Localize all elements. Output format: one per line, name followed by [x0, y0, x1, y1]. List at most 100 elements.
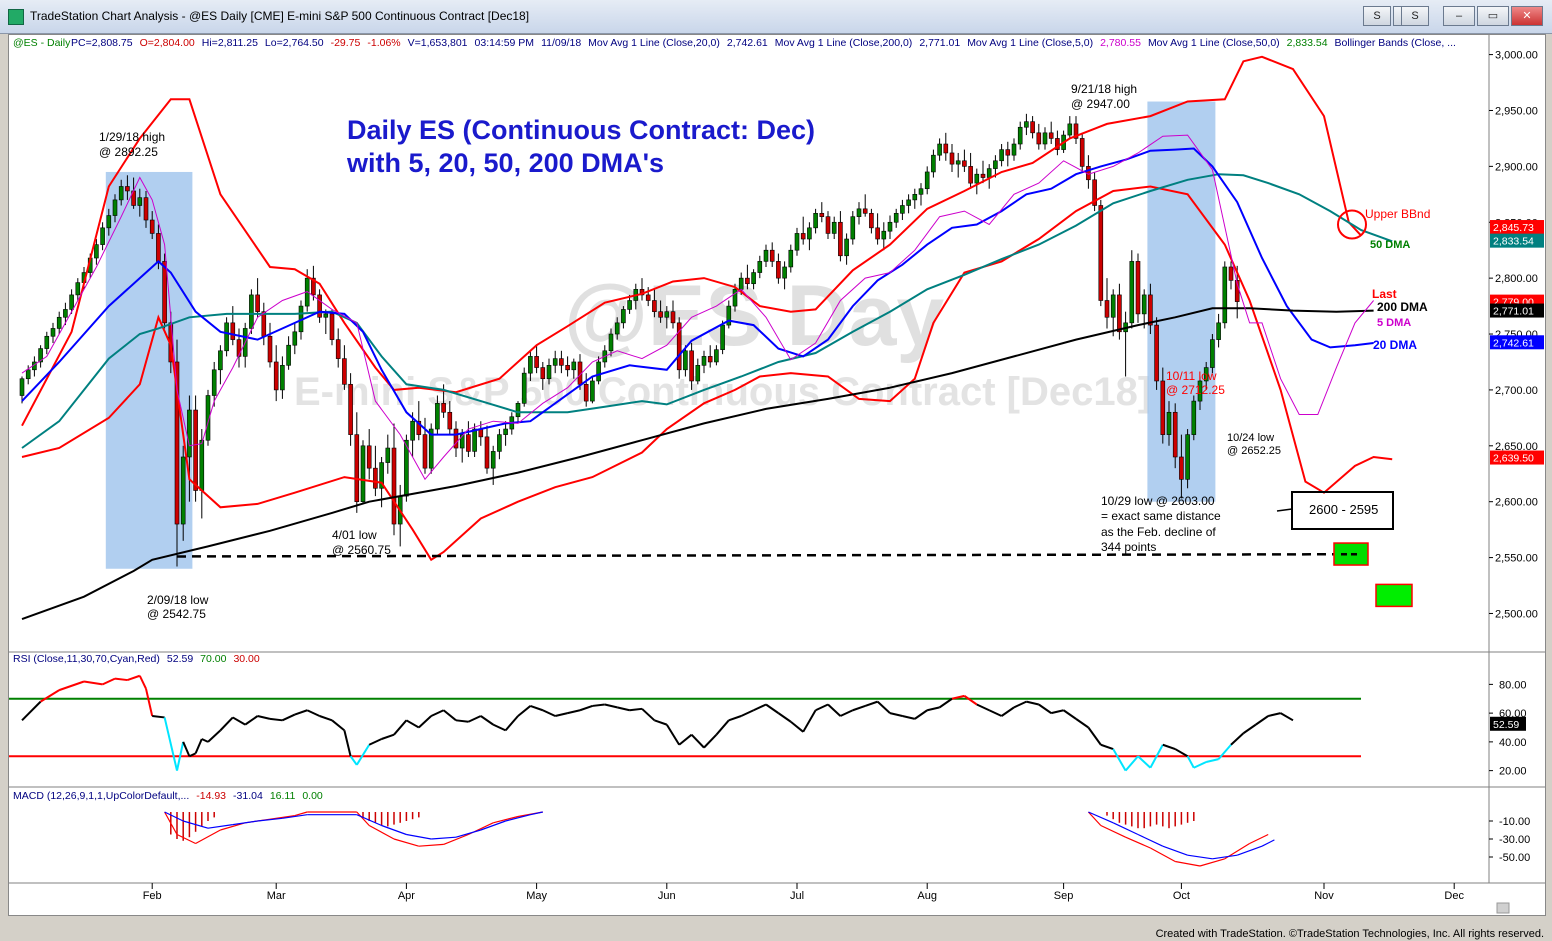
candle-body — [825, 216, 831, 234]
chart-area[interactable]: @ES Day E-mini S&P 500 Continuous Contrac… — [8, 34, 1546, 916]
rsi-line-segment — [1063, 709, 1077, 720]
candle-body — [25, 369, 31, 380]
target-range-pointer — [1276, 508, 1293, 512]
candle-body — [714, 349, 719, 363]
candle-body — [1210, 339, 1215, 368]
rsi-line-segment — [753, 703, 767, 712]
candle-body — [174, 361, 180, 525]
candle-body — [1092, 179, 1097, 206]
rsi-line-segment — [902, 715, 916, 720]
maximize-button[interactable]: ▭ — [1477, 6, 1509, 26]
rsi-line-segment — [145, 688, 154, 717]
candle-body — [428, 428, 434, 469]
candle-body — [1148, 294, 1153, 326]
price-header-field: -1.06% — [367, 37, 400, 49]
candle-body — [38, 348, 43, 363]
symbol-link-button[interactable]: S — [1363, 6, 1391, 26]
candle-body — [211, 369, 217, 396]
link-settings-button[interactable]: S — [1401, 6, 1429, 26]
rsi-tick-label: 80.00 — [1499, 679, 1527, 691]
candle-body — [342, 358, 347, 385]
annotation-5: @ 2560.75 — [332, 543, 391, 557]
candle-body — [726, 305, 732, 326]
macd-signal-segment — [406, 833, 432, 840]
macd-tick-label: -10.00 — [1499, 816, 1530, 828]
candle-body — [968, 166, 973, 184]
rsi-line-segment — [114, 677, 128, 682]
macd-line-segment — [1150, 847, 1176, 863]
candle-body — [565, 365, 570, 371]
series-200-dma — [21, 307, 1374, 621]
macd-header-field: 16.11 — [270, 790, 296, 802]
candle-body — [590, 380, 595, 402]
rsi-line-segment — [1038, 703, 1052, 714]
candle-body — [893, 213, 899, 223]
annotation-16: 2600 - 2595 — [1309, 502, 1378, 517]
macd-line-segment — [176, 833, 196, 845]
candle-body — [125, 186, 130, 192]
rsi-line-segment — [1193, 761, 1207, 769]
annotation-21: 5 DMA — [1377, 317, 1411, 329]
candle-body — [1042, 132, 1048, 145]
minimize-button[interactable]: – — [1443, 6, 1475, 26]
candle-body — [571, 361, 577, 371]
rsi-line-segment — [654, 719, 668, 726]
candle-body — [918, 188, 924, 195]
candle-body — [249, 294, 254, 329]
window-titlebar: TradeStation Chart Analysis - @ES Daily … — [0, 0, 1552, 34]
candle-body — [534, 356, 539, 368]
candle-body — [788, 249, 794, 268]
candle-body — [118, 186, 124, 201]
annotation-17: Upper BBnd — [1365, 207, 1430, 221]
close-button[interactable]: ✕ — [1511, 6, 1543, 26]
price-header-field: Mov Avg 1 Line (Close,5,0) — [967, 37, 1093, 49]
price-tick-label: 2,600.00 — [1495, 497, 1538, 509]
candle-body — [280, 365, 285, 391]
candle-body — [50, 328, 56, 337]
candle-body — [552, 358, 558, 366]
candle-body — [943, 143, 949, 154]
candle-body — [931, 154, 936, 173]
candle-body — [385, 447, 391, 463]
rsi-line-segment — [1112, 748, 1127, 772]
candle-body — [1216, 322, 1221, 340]
candle-body — [521, 372, 527, 404]
candle-body — [1110, 294, 1116, 318]
macd-signal-segment — [356, 814, 382, 827]
rsi-line-segment — [1050, 709, 1064, 715]
candle-body — [1228, 266, 1234, 281]
macd-line-segment — [443, 833, 469, 845]
rsi-line-segment — [492, 723, 507, 732]
rsi-line-segment — [1137, 755, 1152, 769]
candle-body — [273, 361, 279, 391]
rsi-line-segment — [269, 717, 283, 722]
rsi-header-field: 30.00 — [233, 653, 259, 665]
annotation-3: @ 2542.75 — [147, 607, 206, 621]
rsi-line-segment — [355, 744, 371, 766]
candle-body — [850, 216, 856, 240]
scroll-handle[interactable] — [1496, 902, 1510, 914]
candle-body — [354, 434, 360, 502]
price-tick-label: 3,000.00 — [1495, 50, 1538, 62]
candle-body — [875, 227, 880, 240]
rsi-line-segment — [951, 694, 965, 700]
macd-signal-segment — [183, 820, 209, 829]
candle-body — [583, 384, 589, 402]
macd-line-segment — [1125, 836, 1151, 849]
price-header-field: Mov Avg 1 Line (Close,50,0) — [1148, 37, 1280, 49]
candle-body — [683, 350, 688, 371]
x-tick-label-feb: Feb — [143, 890, 162, 902]
candle-body — [763, 249, 769, 262]
candle-body — [1011, 143, 1017, 156]
rsi-line-segment — [641, 708, 656, 722]
rsi-line-segment — [405, 719, 420, 729]
rsi-line-segment — [1026, 700, 1040, 706]
candle-body — [986, 168, 992, 178]
candle-body — [156, 233, 161, 262]
candle-body — [69, 294, 74, 310]
candle-body — [1017, 126, 1023, 145]
rsi-line-segment — [678, 733, 693, 746]
candle-body — [292, 331, 298, 346]
rsi-line-segment — [306, 709, 321, 717]
